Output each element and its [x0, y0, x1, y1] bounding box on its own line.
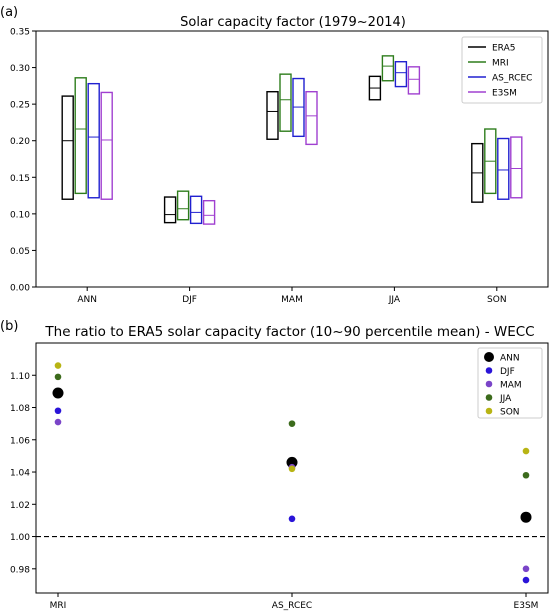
panel-b-legend: ANN DJF MAM JJA SON [477, 347, 543, 419]
y-tick-label: 1.08 [10, 404, 30, 414]
box-e3sm-son [510, 136, 523, 199]
legend-label-jja: JJA [499, 394, 512, 404]
point-son-as-rcec [288, 465, 296, 473]
x-tick-label-son: SON [487, 295, 507, 305]
legend-frame [461, 36, 543, 104]
legend-label-as-rcec: AS_RCEC [492, 74, 532, 84]
legend-label-mri: MRI [492, 59, 509, 69]
legend-marker-jja [485, 394, 493, 401]
box-e3sm-ann [100, 91, 113, 200]
y-tick-label: 1.10 [10, 372, 30, 382]
y-tick-label: 0.00 [10, 284, 30, 294]
legend-marker-mam [485, 380, 493, 388]
point-mam-mri [54, 418, 62, 426]
legend-marker-djf [485, 367, 493, 374]
y-tick-label: 0.35 [10, 28, 30, 38]
box-as-rcec-jja [394, 61, 408, 88]
y-tick-label: 0.25 [10, 101, 30, 111]
panel-a-legend: ERA5 MRI AS_RCEC E3SM [461, 36, 543, 104]
x-tick-label-as-rcec: AS_RCEC [272, 601, 312, 611]
box-mri-jja [381, 55, 395, 82]
legend-label-e3sm: E3SM [492, 89, 517, 99]
legend-marker-son [485, 407, 493, 415]
x-tick-label-ann: ANN [77, 295, 97, 305]
y-tick-label: 0.10 [10, 210, 30, 220]
panel-a-title: Solar capacity factor (1979~2014) [180, 15, 406, 30]
legend-label-son: SON [500, 408, 520, 418]
panel-b-y-axis: 0.98 1.00 1.02 1.04 1.06 1.08 1.10 [10, 372, 36, 575]
panel-a-x-axis: ANN DJF MAM JJA SON [77, 287, 507, 305]
box-as-rcec-ann [87, 82, 100, 199]
point-djf-mri [54, 407, 62, 415]
x-tick-label-e3sm: E3SM [514, 601, 539, 611]
y-tick-label: 0.30 [10, 64, 30, 74]
panel-a-y-axis: 0.00 0.05 0.10 0.15 0.20 0.25 0.30 0.35 [10, 28, 36, 294]
point-djf-e3sm [522, 576, 530, 584]
x-tick-label-mam: MAM [281, 295, 303, 305]
legend-marker-ann [484, 352, 494, 362]
point-djf-as-rcec [288, 515, 296, 523]
point-ann-e3sm [520, 511, 532, 523]
box-mri-mam [279, 73, 292, 132]
panel-b-label: (b) [0, 319, 18, 334]
panel-b-scatter: (b) The ratio to ERA5 solar capacity fac… [0, 319, 549, 611]
point-son-e3sm [522, 447, 530, 455]
y-tick-label: 0.15 [10, 174, 30, 184]
y-tick-label: 0.98 [10, 565, 30, 575]
panel-b-title: The ratio to ERA5 solar capacity factor … [44, 324, 534, 340]
box-era5-mam [266, 91, 279, 140]
box-as-rcec-djf [189, 195, 203, 225]
box-e3sm-mam [305, 91, 318, 146]
y-tick-label: 0.05 [10, 247, 30, 257]
panel-b-x-axis: MRI AS_RCEC E3SM [50, 593, 539, 611]
y-tick-label: 0.20 [10, 137, 30, 147]
box-era5-djf [163, 196, 177, 224]
point-son-mri [54, 362, 62, 369]
y-tick-label: 1.00 [10, 533, 30, 543]
point-jja-as-rcec [288, 420, 296, 427]
legend-label-djf: DJF [500, 367, 515, 377]
panel-b-points [52, 362, 532, 584]
legend-label-era5: ERA5 [492, 44, 515, 54]
box-e3sm-djf [202, 199, 216, 225]
panel-a-boxplot: (a) Solar capacity factor (1979~2014) 0.… [0, 5, 549, 305]
legend-label-ann: ANN [500, 354, 520, 364]
legend-label-mam: MAM [500, 381, 522, 391]
y-tick-label: 1.02 [10, 501, 30, 511]
box-mri-ann [74, 77, 87, 195]
point-ann-as-rcec [286, 456, 298, 468]
panel-a-boxes [61, 55, 523, 225]
point-mam-e3sm [522, 565, 530, 573]
x-tick-label-jja: JJA [388, 295, 401, 305]
box-era5-ann [61, 95, 74, 200]
box-as-rcec-son [497, 137, 510, 200]
x-tick-label-mri: MRI [50, 601, 67, 611]
y-tick-label: 1.06 [10, 436, 30, 446]
point-jja-e3sm [522, 471, 530, 479]
box-e3sm-jja [407, 66, 421, 95]
y-tick-label: 1.04 [10, 469, 30, 479]
x-tick-label-djf: DJF [182, 295, 197, 305]
point-ann-mri [52, 387, 64, 399]
box-mri-djf [176, 190, 190, 221]
point-jja-mri [54, 373, 62, 381]
panel-a-label: (a) [0, 5, 18, 20]
legend-frame [477, 347, 543, 419]
